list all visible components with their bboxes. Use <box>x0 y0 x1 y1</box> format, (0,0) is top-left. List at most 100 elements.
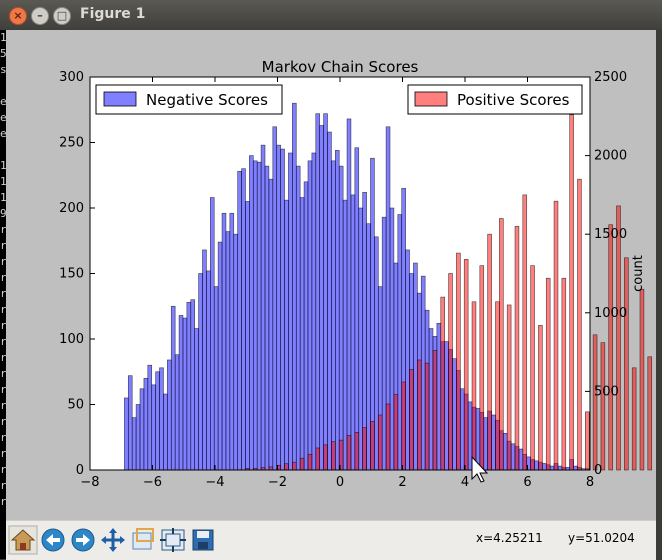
negative-bar <box>491 414 496 471</box>
negative-bar <box>131 417 137 471</box>
terminal-line: r <box>0 351 6 364</box>
y-left-tick-label: 100 <box>59 332 84 347</box>
terminal-line: r <box>0 271 6 284</box>
terminal-line: r <box>0 399 6 412</box>
positive-bar <box>448 273 453 471</box>
negative-bar <box>475 408 481 471</box>
y-left-tick-label: 300 <box>59 70 84 85</box>
positive-bar <box>561 277 567 471</box>
positive-bar <box>522 194 528 471</box>
negative-bar <box>323 113 328 471</box>
negative-bar <box>260 144 266 471</box>
negative-bar <box>194 328 199 471</box>
negative-bar <box>292 102 297 471</box>
positive-bar <box>401 381 406 471</box>
negative-bar <box>389 207 395 471</box>
positive-bar <box>346 435 352 471</box>
positive-bar <box>647 356 653 471</box>
negative-bar <box>358 207 363 471</box>
terminal-line: r <box>0 463 6 476</box>
close-window-button[interactable]: × <box>9 7 27 25</box>
positive-bar <box>315 447 320 471</box>
negative-bar <box>452 358 457 471</box>
positive-bar <box>307 453 313 471</box>
y-right-tick-label: 2000 <box>594 149 627 164</box>
forward-arrow-icon[interactable] <box>68 525 98 555</box>
legend-negative-swatch <box>103 91 137 107</box>
negative-bar <box>315 113 320 471</box>
negative-bar <box>170 305 176 471</box>
negative-bar <box>237 171 242 471</box>
pan-icon[interactable] <box>98 525 128 555</box>
subplots-icon[interactable] <box>158 525 188 555</box>
positive-bar <box>456 252 461 471</box>
negative-bar <box>299 197 305 471</box>
negative-bar <box>241 168 246 471</box>
back-arrow-icon[interactable] <box>38 525 68 555</box>
terminal-line: r <box>0 255 6 268</box>
negative-bar <box>155 371 160 471</box>
maximize-window-button[interactable]: □ <box>53 7 71 25</box>
positive-bar <box>463 259 469 471</box>
negative-bar <box>127 375 133 471</box>
x-tick-label: 2 <box>398 475 406 490</box>
terminal-line: 1 <box>0 175 6 188</box>
terminal-line: r <box>0 303 6 316</box>
negative-bar <box>217 241 223 471</box>
y-right-tick-label: 1000 <box>594 306 627 321</box>
negative-bar <box>288 152 293 471</box>
positive-bar <box>631 367 637 471</box>
positive-bar <box>600 342 606 471</box>
negative-bar <box>124 397 129 471</box>
negative-bar <box>444 341 449 471</box>
negative-bar <box>319 125 324 471</box>
terminal-line: r <box>0 479 6 492</box>
save-icon[interactable] <box>188 525 218 555</box>
y-left-tick-label: 150 <box>59 267 84 282</box>
positive-bar <box>639 288 645 471</box>
negative-bar <box>143 377 149 471</box>
home-icon[interactable] <box>8 525 38 555</box>
positive-bar <box>393 394 399 471</box>
positive-bar <box>585 411 590 471</box>
legend-positive-label: Positive Scores <box>457 91 570 109</box>
x-tick-label: −4 <box>205 475 224 490</box>
negative-bar <box>252 160 258 471</box>
terminal-line: 1 <box>0 159 6 172</box>
negative-bar <box>311 152 317 471</box>
positive-bar <box>370 420 375 471</box>
terminal-line: e <box>0 111 6 124</box>
x-tick-label: −8 <box>80 475 99 490</box>
legend-negative-label: Negative Scores <box>146 91 268 109</box>
y-right-tick-label: 2500 <box>594 70 627 85</box>
negative-bar <box>210 197 215 471</box>
terminal-line: e <box>0 127 6 140</box>
negative-bar <box>354 147 360 471</box>
x-tick-label: 8 <box>586 475 594 490</box>
negative-bar <box>381 216 387 471</box>
negative-bar <box>151 384 156 471</box>
negative-bar <box>405 249 410 471</box>
positive-bar <box>530 265 535 471</box>
positive-bar <box>292 461 297 471</box>
x-tick-label: −6 <box>143 475 162 490</box>
negative-bar <box>178 315 184 471</box>
terminal-line: 1 <box>0 31 6 44</box>
positive-bar <box>495 301 500 471</box>
negative-bar <box>249 155 254 471</box>
negative-bar <box>467 401 473 471</box>
zoom-icon[interactable] <box>128 525 158 555</box>
minimize-window-button[interactable]: – <box>31 7 49 25</box>
negative-bar <box>307 160 313 471</box>
positive-bar <box>362 427 367 471</box>
positive-bar <box>592 334 598 471</box>
positive-bar <box>354 431 360 471</box>
positive-bar <box>432 350 438 471</box>
negative-bar <box>213 286 219 471</box>
positive-bar <box>624 257 629 471</box>
positive-bar <box>385 403 391 471</box>
negative-bar <box>186 302 192 471</box>
terminal-line: 1 <box>0 191 6 204</box>
positive-bar <box>616 205 621 471</box>
window-title: Figure 1 <box>80 6 146 22</box>
